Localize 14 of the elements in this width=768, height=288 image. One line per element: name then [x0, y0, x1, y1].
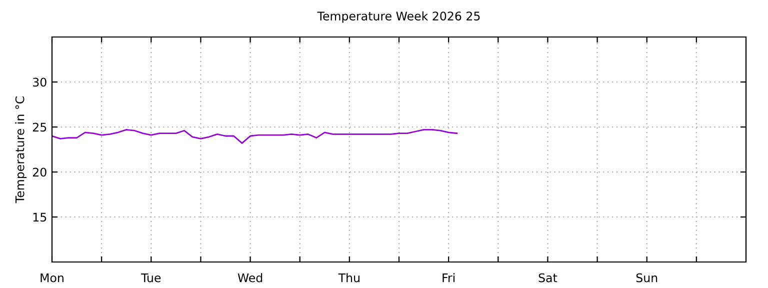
y-tick-label: 25 — [32, 122, 46, 132]
chart-title: Temperature Week 2026 25 — [317, 11, 480, 23]
x-tick-label: Sun — [636, 273, 658, 282]
y-tick-label: 30 — [33, 78, 46, 87]
x-tick-label: Wed — [238, 273, 262, 282]
line-series — [52, 129, 458, 144]
y-tick-label: 15 — [33, 212, 46, 222]
y-axis-title: Temperature in °C — [15, 96, 27, 204]
x-tick-label: Thu — [338, 273, 360, 282]
x-tick-label: Mon — [40, 273, 64, 282]
y-tick-label: 20 — [32, 168, 46, 177]
x-tick-label: Tue — [141, 273, 161, 282]
x-tick-label: Sat — [538, 273, 558, 282]
x-tick-label: Fri — [442, 273, 454, 282]
